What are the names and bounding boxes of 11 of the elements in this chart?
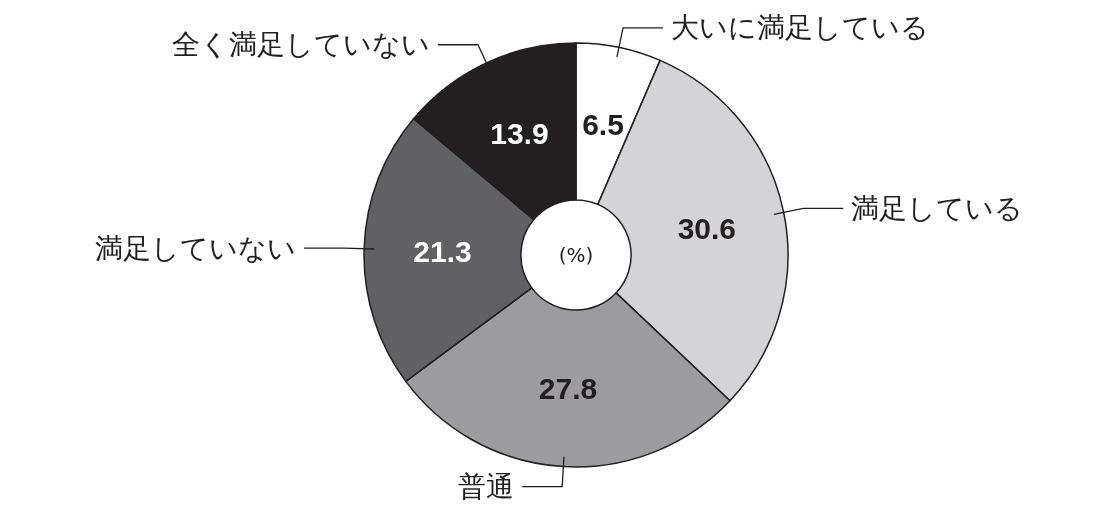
slice-label: 大いに満足している [671, 11, 929, 45]
text: (%) [558, 243, 594, 267]
slice-label: 満足していない [95, 231, 297, 265]
slice-label: 普通 [458, 470, 515, 504]
data-label: 13.9 [490, 117, 549, 151]
data-label: 30.6 [677, 211, 737, 245]
data-label: 21.3 [413, 234, 472, 268]
slice-label: 満足している [851, 191, 1024, 225]
data-label: 6.5 [582, 107, 624, 141]
data-label: 27.8 [538, 371, 598, 405]
slice-label: 全く満足していない [171, 28, 430, 62]
